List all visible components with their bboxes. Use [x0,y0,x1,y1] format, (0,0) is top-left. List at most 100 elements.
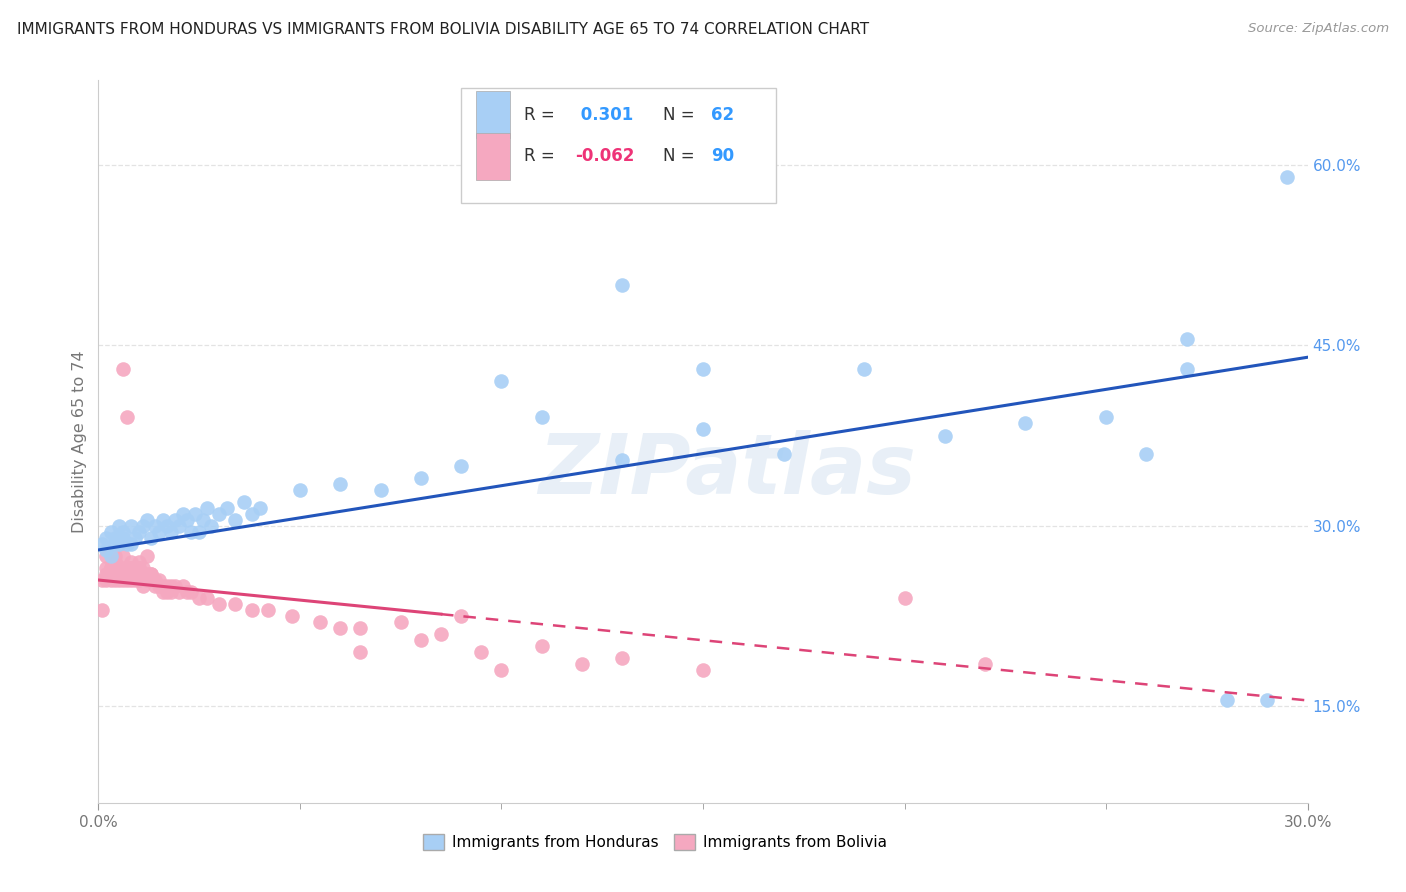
Point [156,519,179,533]
Point [188,524,211,539]
Point [103,573,125,587]
Point [156,585,179,599]
Point [111,567,134,582]
Point [450,609,472,624]
Point [120,567,142,582]
Point [1175,362,1198,376]
Point [107,519,129,533]
Point [135,573,157,587]
Point [180,585,202,599]
FancyBboxPatch shape [475,92,509,138]
Point [143,573,166,587]
Point [329,476,352,491]
Point [128,524,150,539]
Point [100,549,122,563]
Point [96,549,118,563]
Y-axis label: Disability Age 65 to 74: Disability Age 65 to 74 [72,351,87,533]
Point [281,609,304,624]
Point [853,362,876,376]
Point [135,567,157,582]
Point [232,494,254,508]
Point [132,567,155,582]
Point [1135,447,1157,461]
Point [176,585,198,599]
Point [172,507,194,521]
Point [1175,332,1198,346]
Point [120,537,142,551]
Point [530,639,553,653]
Point [195,591,218,606]
Point [111,531,134,545]
Point [193,513,215,527]
Point [1256,693,1278,707]
Point [409,471,432,485]
Point [974,657,997,672]
Point [349,621,371,635]
Point [120,573,142,587]
Point [934,428,956,442]
Point [612,651,634,665]
Point [1277,169,1299,184]
Point [163,513,186,527]
Point [115,537,138,551]
Point [692,664,714,678]
Point [176,513,198,527]
Point [208,597,231,611]
Point [217,500,239,515]
Point [107,537,129,551]
Point [148,579,170,593]
Point [143,579,166,593]
Point [124,561,146,575]
Point [612,278,634,293]
Point [156,579,179,593]
Point [167,519,190,533]
Point [208,507,231,521]
Text: 90: 90 [711,147,734,165]
Point [111,362,134,376]
Point [124,567,146,582]
Point [430,627,453,641]
Point [224,597,246,611]
Point [111,549,134,563]
Text: 0.301: 0.301 [575,106,633,124]
Point [491,664,513,678]
Point [120,519,142,533]
Point [692,362,714,376]
Point [135,513,157,527]
Point [107,567,129,582]
Point [139,573,162,587]
Point [103,561,125,575]
Point [1216,693,1239,707]
Point [111,573,134,587]
Point [240,603,263,617]
Point [240,507,263,521]
Point [124,531,146,545]
Point [107,561,129,575]
Point [128,561,150,575]
Point [100,524,122,539]
Point [120,561,142,575]
Point [180,524,202,539]
Point [188,591,211,606]
Point [91,573,114,587]
Point [115,561,138,575]
Point [128,555,150,569]
Point [309,615,332,630]
Point [103,549,125,563]
Point [132,579,155,593]
Point [120,555,142,569]
Point [96,573,118,587]
Text: R =: R = [524,147,560,165]
Point [450,458,472,473]
Point [163,579,186,593]
Point [288,483,311,497]
Point [91,537,114,551]
Point [152,513,174,527]
Text: N =: N = [664,147,700,165]
Text: N =: N = [664,106,700,124]
Point [100,567,122,582]
Point [692,423,714,437]
Point [124,573,146,587]
Point [160,585,183,599]
Point [115,573,138,587]
